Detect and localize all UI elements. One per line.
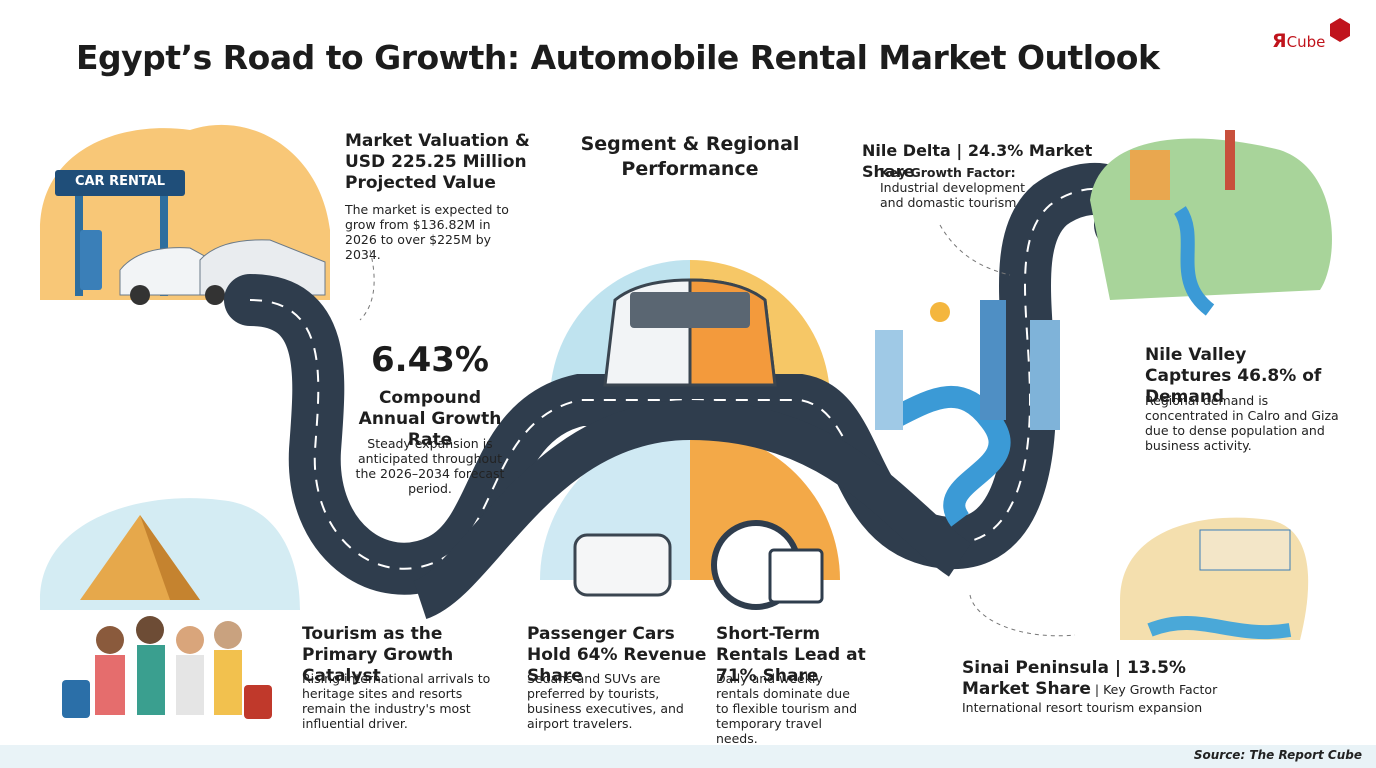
short-term-body: Daily and weekly rentals dominate due to…: [716, 671, 858, 746]
valuation-body: The market is expected to grow from $136…: [345, 202, 509, 262]
logo: ЯCube: [1272, 30, 1325, 52]
passenger-body: Sedans and SUVs are preferred by tourist…: [527, 671, 684, 731]
tourism-heading: Tourism as the Primary Growth Catalyst: [302, 624, 454, 686]
logo-name: Cube: [1286, 33, 1326, 51]
segment-heading: Segment & Regional Performance: [580, 133, 800, 180]
sinai-factor: | Key Growth Factor: [1090, 682, 1218, 697]
source: Source: The Report Cube: [1193, 748, 1362, 762]
passenger-heading: Passenger Cars Hold 64% Revenue Share: [527, 624, 707, 686]
nile-delta-heading: Nile Delta | 24.3% Market Share: [862, 141, 1093, 181]
sinai-heading-block: Sinai Peninsula | 13.5% Market Share | K…: [962, 658, 1222, 700]
nile-delta-factor: Industrial development and domastic tour…: [880, 180, 1026, 210]
sinai-heading: Sinai Peninsula | 13.5% Market Share: [962, 658, 1186, 699]
short-term-heading: Short-Term Rentals Lead at 71% Share: [716, 624, 866, 686]
tourism-body: Rising international arrivals to heritag…: [302, 671, 491, 731]
logo-mark: Я: [1272, 30, 1287, 52]
nile-valley-heading: Nile Valley Captures 46.8% of Demand: [1145, 345, 1322, 407]
nile-valley-body: Regional demand is concentrated in Calro…: [1145, 393, 1339, 453]
sinai-body: International resort tourism expansion: [962, 700, 1203, 715]
cagr-value: 6.43%: [371, 340, 489, 380]
valuation-heading: Market Valuation & USD 225.25 Million Pr…: [345, 131, 530, 193]
cagr-label: Compound Annual Growth Rate: [358, 388, 502, 450]
car-rental-sign: CAR RENTAL: [74, 174, 166, 189]
title: Egypt’s Road to Growth: Automobile Renta…: [76, 38, 1160, 77]
nile-delta-factor-label: Key Growth Factor:: [880, 165, 1016, 180]
cagr-body: Steady expansion is anticipated througho…: [355, 436, 505, 496]
